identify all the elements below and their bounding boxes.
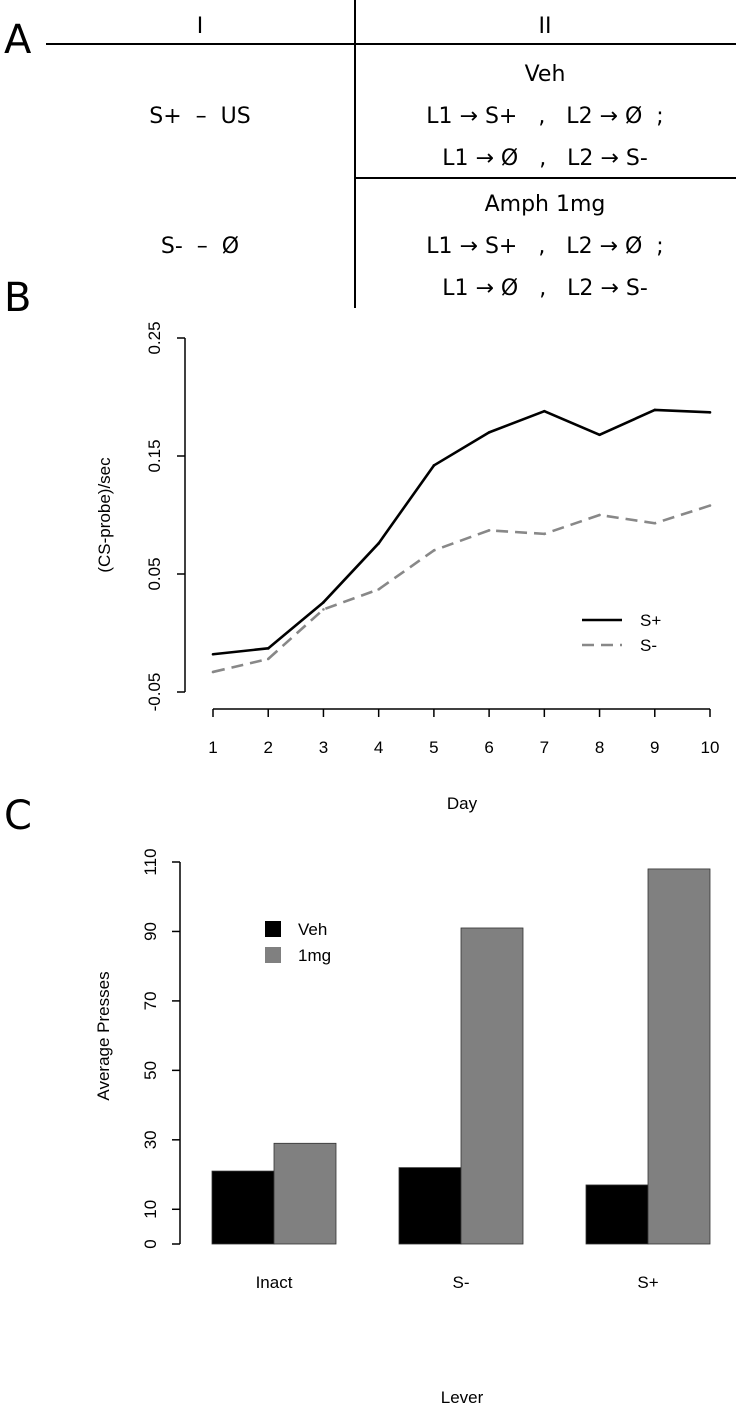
veh-block-title: Veh bbox=[524, 62, 566, 87]
col-header-stage-2: II bbox=[538, 14, 552, 39]
bar-veh bbox=[398, 1167, 462, 1245]
line-point bbox=[543, 409, 546, 413]
panel-c-letter: C bbox=[4, 793, 32, 839]
bar-y-tick-label: 70 bbox=[141, 991, 160, 1010]
line-point bbox=[211, 652, 215, 656]
line-point bbox=[322, 608, 325, 611]
line-y-tick-label: 0.05 bbox=[145, 557, 164, 590]
bar-1mg bbox=[647, 868, 711, 1245]
line-x-axis-title: Day bbox=[447, 794, 478, 813]
line-y-tick-label: 0.15 bbox=[145, 439, 164, 472]
line-point bbox=[377, 542, 380, 545]
line-x-tick-label: 4 bbox=[374, 738, 383, 757]
line-x-tick-label: 10 bbox=[701, 738, 720, 757]
line-point bbox=[432, 464, 436, 467]
table-block-rule bbox=[354, 177, 736, 179]
line-point bbox=[598, 513, 601, 517]
line-x-tick-label: 6 bbox=[484, 738, 493, 757]
bar-y-tick-label: 0 bbox=[141, 1239, 160, 1248]
bar-legend-swatch bbox=[265, 921, 281, 937]
col-header-stage-1: I bbox=[196, 14, 204, 39]
line-x-tick-label: 8 bbox=[595, 738, 604, 757]
line-x-tick-label: 7 bbox=[540, 738, 549, 757]
line-y-tick-label: -0.05 bbox=[145, 673, 164, 712]
bar-x-tick-label: Inact bbox=[256, 1273, 293, 1292]
line-point bbox=[487, 529, 491, 532]
amph-block-title: Amph 1mg bbox=[484, 192, 606, 217]
line-point bbox=[653, 408, 657, 412]
veh-block-line-2: L1 → Ø , L2 → S- bbox=[442, 146, 648, 171]
veh-block-line-1: L1 → S+ , L2 → Ø ; bbox=[426, 104, 664, 129]
bar-x-axis-title: Lever bbox=[441, 1388, 484, 1407]
line-x-tick-label: 5 bbox=[429, 738, 438, 757]
bar-legend-swatch bbox=[265, 947, 281, 963]
bar-legend-label: Veh bbox=[298, 920, 327, 939]
bar-y-axis-title: Average Presses bbox=[94, 971, 113, 1100]
bar-legend-label: 1mg bbox=[298, 946, 331, 965]
panel-b-letter: B bbox=[4, 275, 32, 321]
line-point bbox=[266, 657, 270, 661]
bar-y-tick-label: 50 bbox=[141, 1061, 160, 1080]
bar-y-tick-label: 10 bbox=[141, 1200, 160, 1219]
line-point bbox=[211, 670, 215, 674]
bar-x-tick-label: S+ bbox=[637, 1273, 658, 1292]
bar-1mg bbox=[460, 927, 524, 1245]
stage1-splus-pairing: S+ – US bbox=[149, 104, 251, 129]
line-point bbox=[708, 411, 712, 414]
bar-y-tick-label: 90 bbox=[141, 922, 160, 941]
line-y-tick-label: 0.25 bbox=[145, 321, 164, 354]
line-x-tick-label: 9 bbox=[650, 738, 659, 757]
line-point bbox=[322, 601, 325, 604]
bar-veh bbox=[211, 1170, 275, 1245]
bar-y-tick-label: 30 bbox=[141, 1130, 160, 1149]
stage1-sminus-pairing: S- – Ø bbox=[160, 234, 240, 259]
line-point bbox=[377, 588, 380, 591]
line-point bbox=[266, 647, 270, 650]
amph-block-line-2: L1 → Ø , L2 → S- bbox=[442, 276, 648, 301]
bar-veh bbox=[585, 1184, 649, 1245]
panel-a-letter: A bbox=[4, 17, 32, 63]
amph-block-line-1: L1 → S+ , L2 → Ø ; bbox=[426, 234, 664, 259]
line-x-tick-label: 2 bbox=[263, 738, 272, 757]
line-point bbox=[487, 431, 491, 434]
bar-x-tick-label: S- bbox=[453, 1273, 470, 1292]
line-point bbox=[432, 549, 436, 552]
bar-1mg bbox=[273, 1142, 337, 1245]
table-vertical-rule bbox=[354, 0, 356, 308]
bar-y-tick-label: 110 bbox=[141, 848, 160, 875]
table-header-rule bbox=[46, 43, 736, 45]
line-point bbox=[598, 433, 601, 437]
line-series-splus bbox=[212, 408, 711, 656]
line-legend-label: S- bbox=[640, 636, 657, 655]
line-point bbox=[708, 504, 712, 507]
line-x-tick-label: 3 bbox=[319, 738, 328, 757]
line-y-axis-title: (CS-probe)/sec bbox=[95, 457, 114, 573]
line-series-sminus bbox=[212, 504, 711, 674]
line-legend-label: S+ bbox=[640, 611, 661, 630]
line-point bbox=[653, 521, 657, 525]
line-point bbox=[543, 532, 546, 536]
line-x-tick-label: 1 bbox=[208, 738, 217, 757]
